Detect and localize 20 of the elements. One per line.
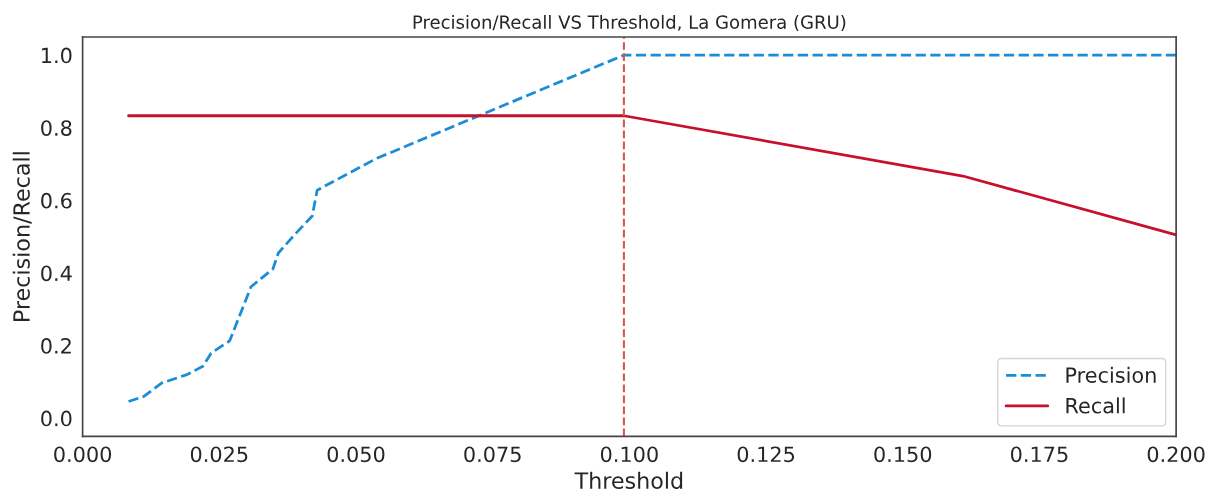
y-tick-label: 0.8: [41, 120, 72, 136]
x-tick-label: 0.200: [1147, 446, 1205, 463]
y-tick-label: 0.4: [41, 265, 72, 282]
x-tick-label: 0.175: [1010, 446, 1068, 463]
y-tick-label: 0.6: [41, 192, 72, 209]
x-axis-title: Threshold: [574, 471, 683, 489]
legend-label: Precision: [1066, 366, 1156, 383]
y-tick-label: 1.0: [42, 47, 72, 64]
y-tick-label: 0.0: [41, 410, 72, 427]
chart-title: Precision/Recall VS Threshold, La Gomera (GRU): [413, 14, 846, 32]
x-tick-label: 0.150: [874, 446, 932, 463]
y-axis-title: Precision/Recall: [12, 152, 32, 321]
x-tick-label: 0.050: [327, 446, 385, 463]
x-tick-label: 0.075: [464, 446, 521, 463]
y-tick-label: 0.2: [41, 338, 71, 354]
x-tick-label: 0.000: [54, 446, 112, 463]
x-tick-label: 0.125: [737, 446, 795, 463]
x-tick-label: 0.025: [190, 446, 248, 463]
legend-label: Recall: [1066, 397, 1125, 414]
x-tick-label: 0.100: [600, 446, 658, 463]
